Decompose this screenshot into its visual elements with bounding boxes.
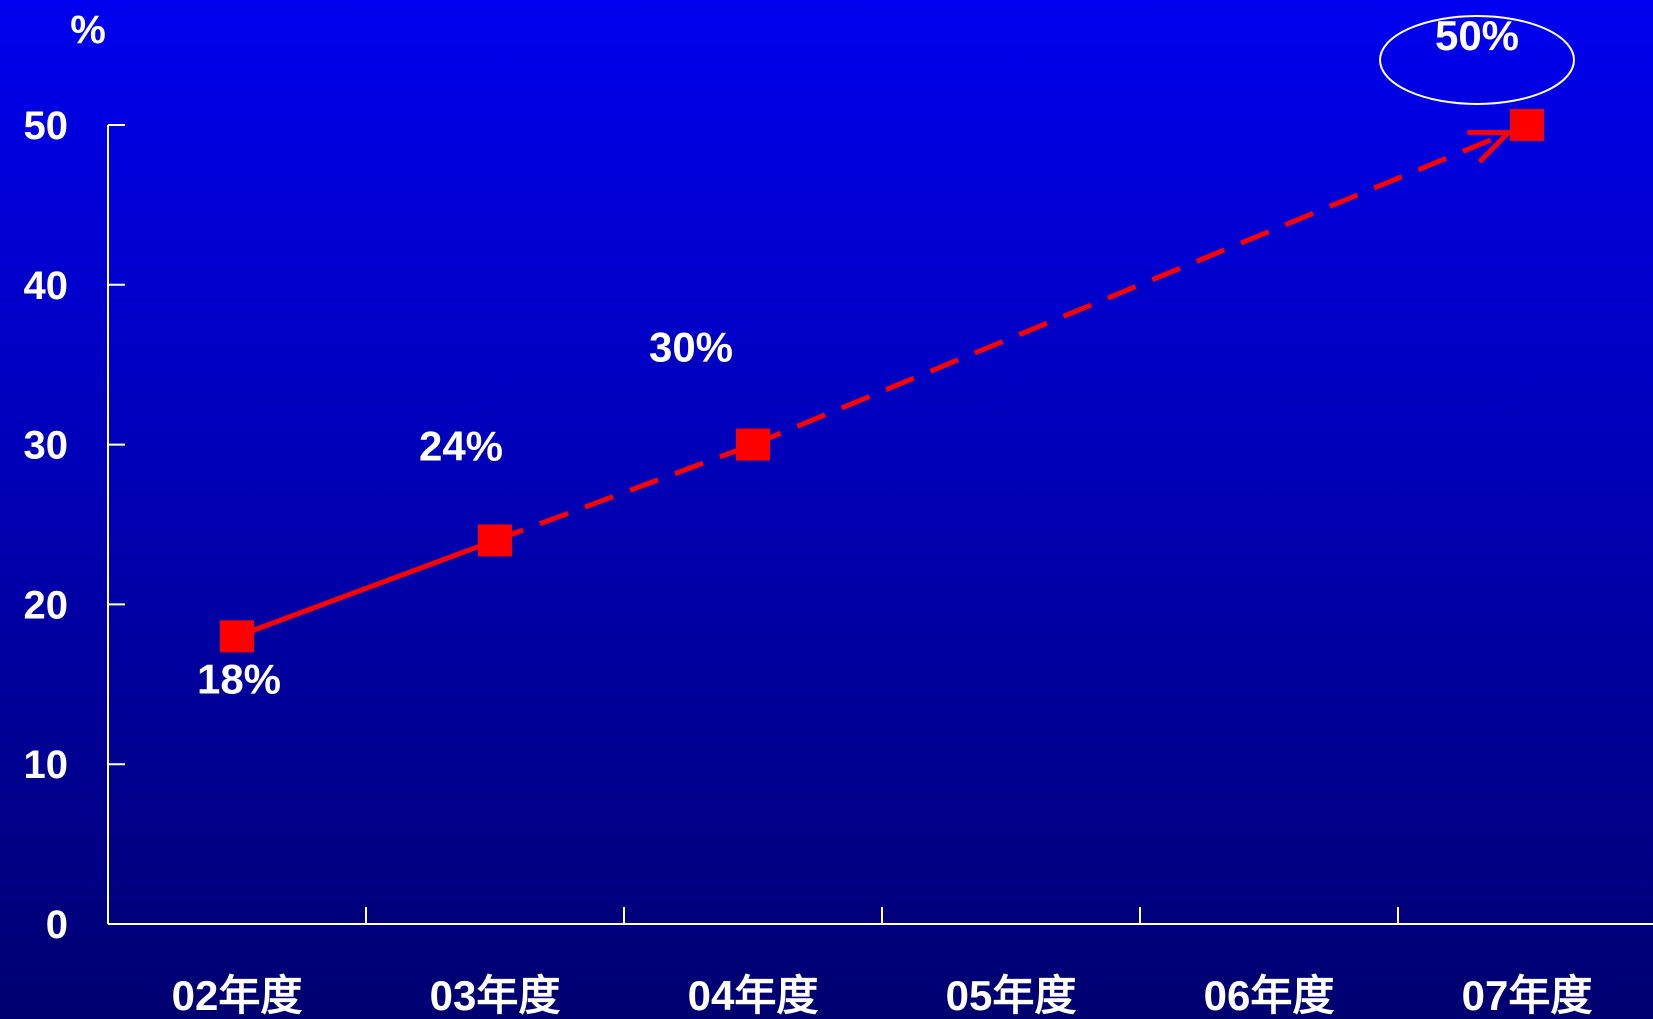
data-point-marker [478,524,512,557]
data-point-marker [220,620,254,653]
y-tick-label: 0 [46,903,68,947]
arrowhead [1467,129,1515,164]
series-markers [220,109,1544,653]
y-tick-label: 50 [24,104,69,148]
y-tick-label: 10 [24,743,69,787]
data-label: 50% [1435,12,1519,59]
x-tick-label: 07年度 [1462,972,1593,1019]
data-point-marker [1510,109,1544,141]
axes [107,124,1653,925]
data-point-marker [736,428,770,461]
x-tick-label: 02年度 [172,972,303,1019]
series-segment [752,122,1528,447]
series-segment [494,442,754,543]
x-tick-label: 06年度 [1204,972,1335,1019]
annotation-ellipse [1379,15,1575,105]
series-lines [236,122,1528,639]
data-label: 18% [197,655,281,702]
y-axis-label: % [70,8,106,52]
x-tick-label: 05年度 [946,972,1077,1019]
y-tick-labels: 0 10 20 30 40 50 [24,104,69,947]
y-tick-label: 20 [24,583,69,627]
data-labels: 18% 24% 30% 50% [197,12,1575,702]
y-tick-label: 40 [24,264,69,308]
x-tick-label: 04年度 [688,972,819,1019]
data-label: 24% [419,422,503,469]
series-segment [236,538,496,639]
x-tick-labels: 02年度 03年度 04年度 05年度 06年度 07年度 [172,972,1593,1019]
y-tick-label: 30 [24,424,69,468]
data-label: 30% [649,324,733,371]
x-tick-label: 03年度 [430,972,561,1019]
